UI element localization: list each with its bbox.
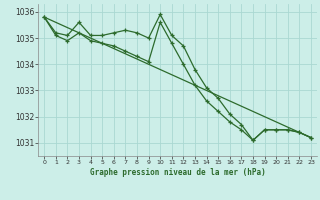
X-axis label: Graphe pression niveau de la mer (hPa): Graphe pression niveau de la mer (hPa) bbox=[90, 168, 266, 177]
